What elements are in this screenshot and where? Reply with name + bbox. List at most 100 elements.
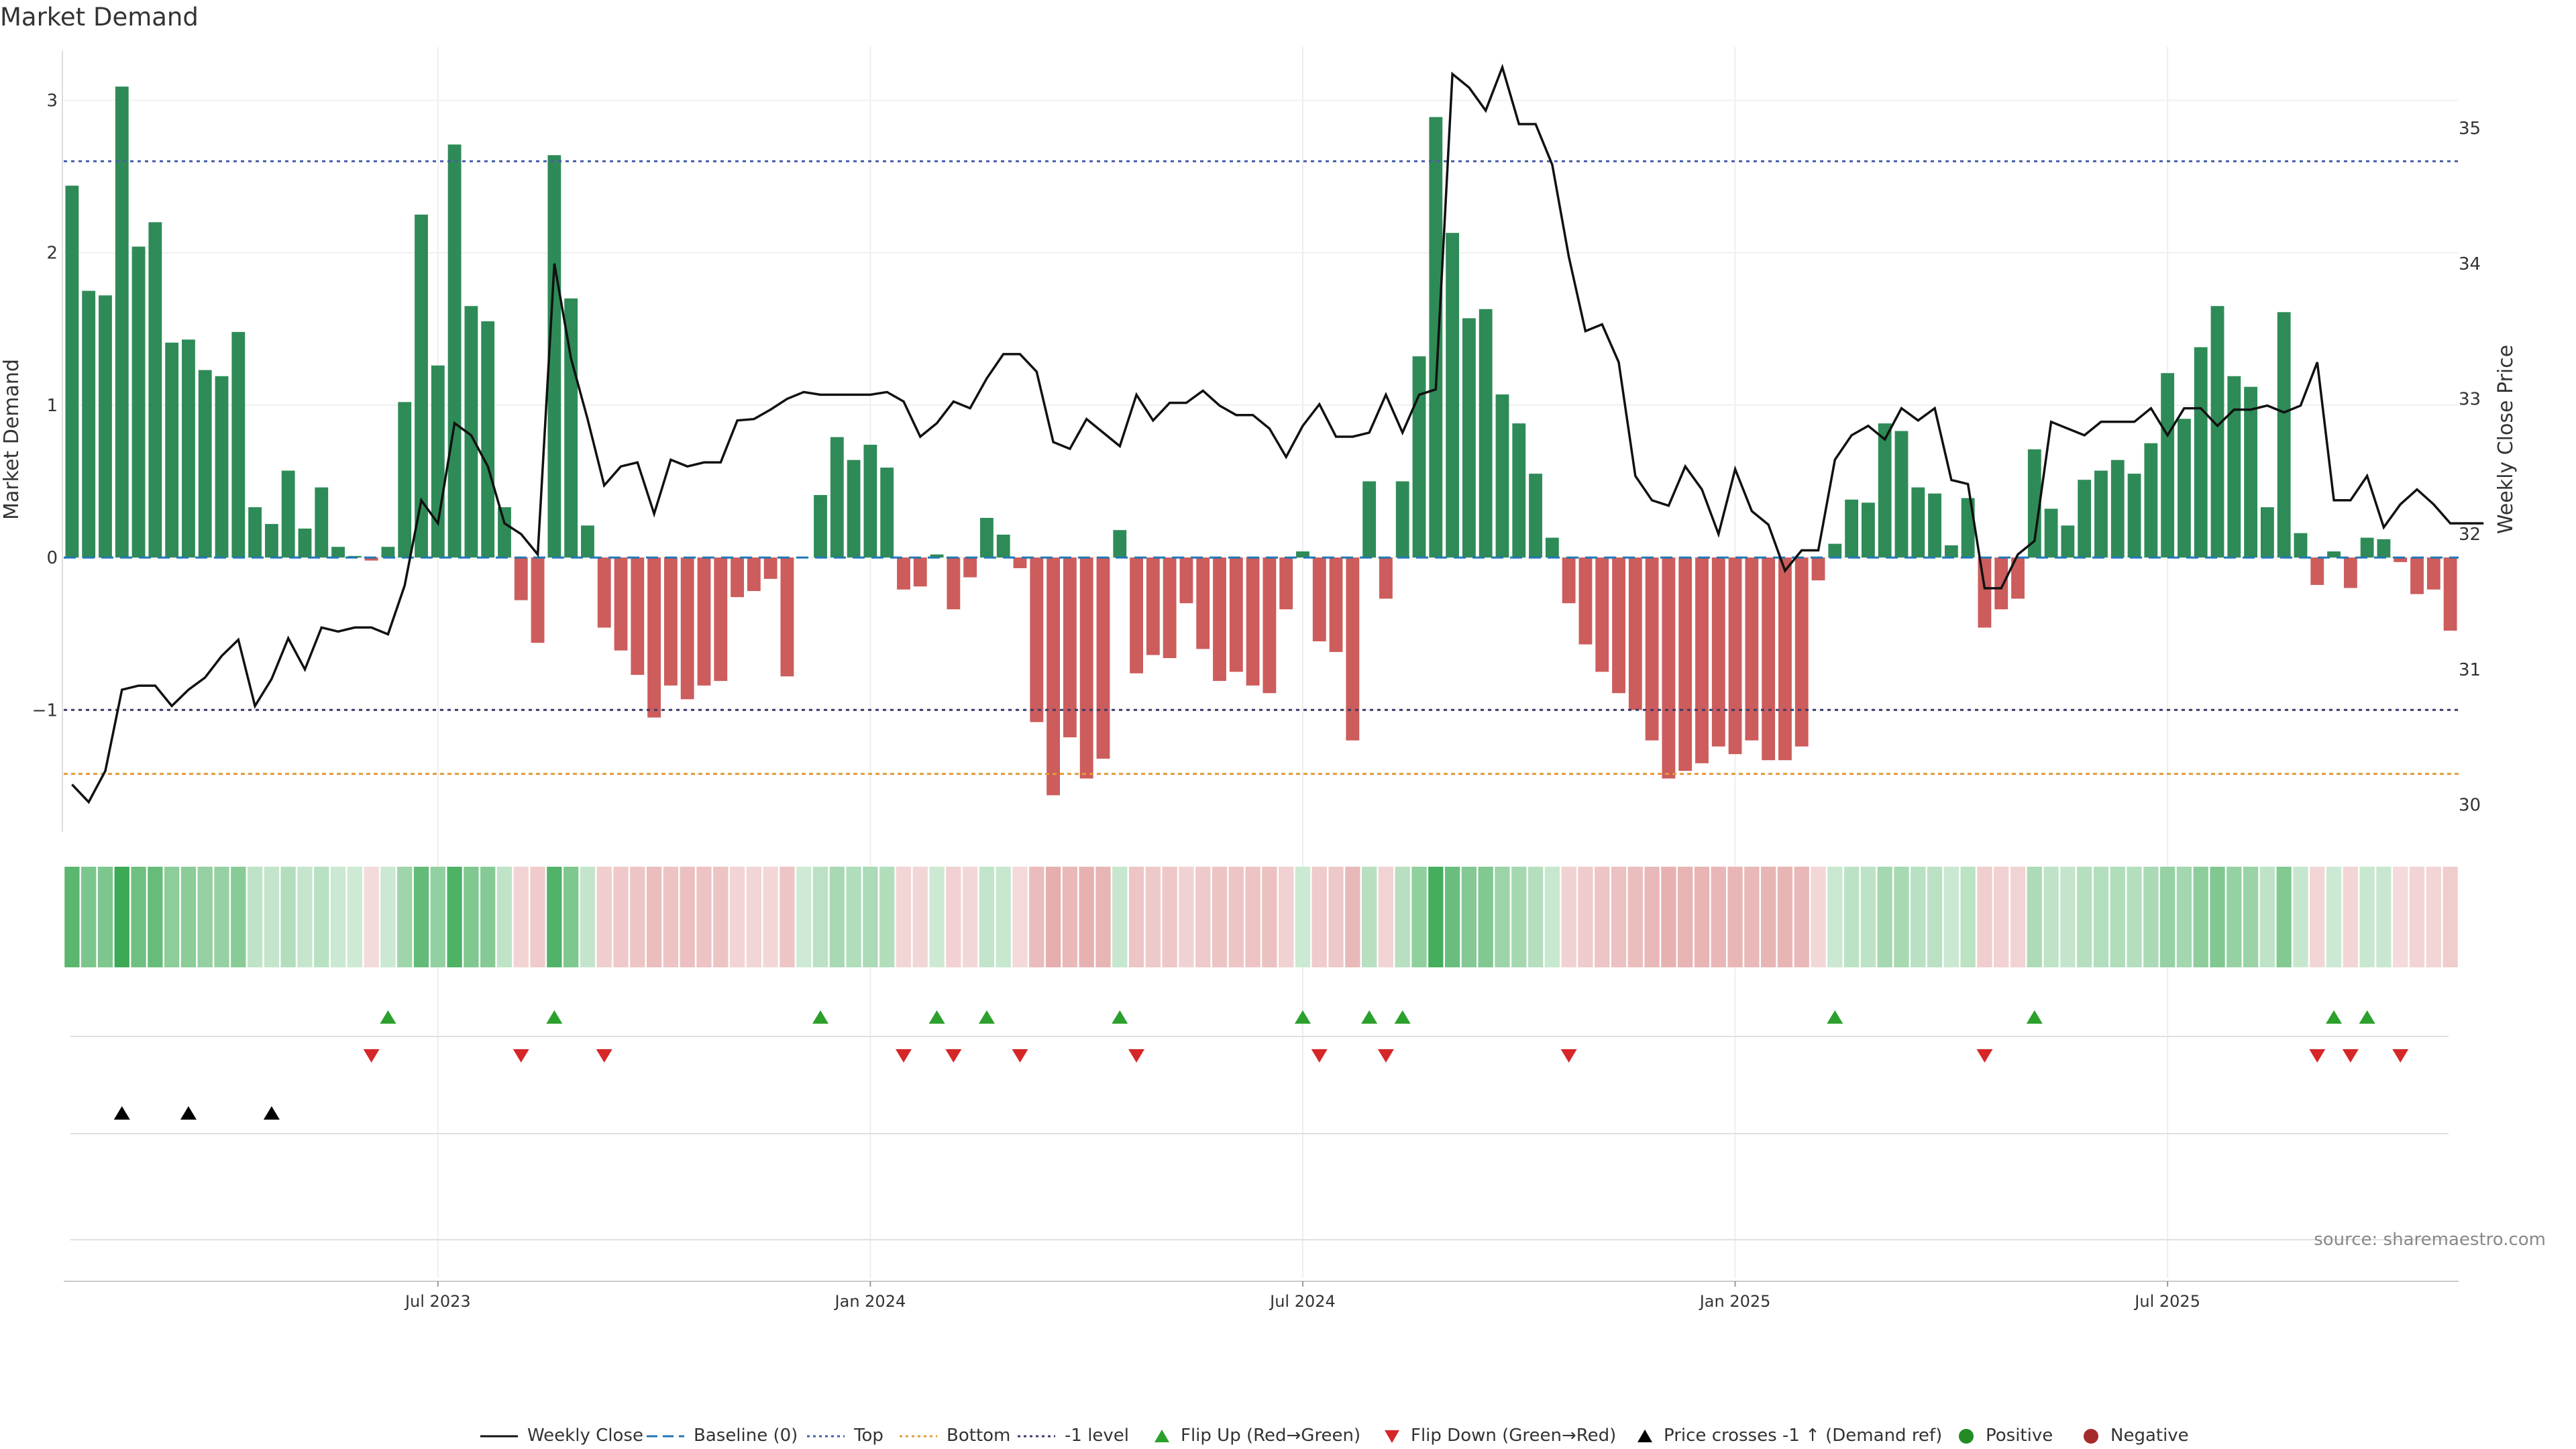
demand-heat-cell bbox=[447, 867, 462, 967]
demand-heat-cell bbox=[2143, 867, 2159, 967]
negative-bar bbox=[2310, 557, 2324, 585]
positive-bar bbox=[880, 468, 894, 558]
y-tick-label: 0 bbox=[46, 548, 58, 568]
demand-heat-cell bbox=[530, 867, 545, 967]
demand-heat-cell bbox=[1212, 867, 1228, 967]
flip-down-marker bbox=[1012, 1049, 1028, 1063]
positive-bar bbox=[1429, 117, 1443, 558]
y-tick-label: 3 bbox=[46, 91, 58, 111]
negative-bar bbox=[1246, 557, 1260, 686]
positive-bar bbox=[2194, 347, 2208, 558]
demand-heat-cell bbox=[1428, 867, 1444, 967]
positive-bar bbox=[2210, 306, 2224, 558]
negative-bar bbox=[1762, 557, 1776, 761]
demand-heat-cell bbox=[2293, 867, 2308, 967]
negative-bar bbox=[1213, 557, 1226, 682]
flip-up-marker bbox=[1294, 1010, 1311, 1024]
demand-heat-cell bbox=[430, 867, 445, 967]
positive-bar bbox=[498, 507, 511, 558]
y2-tick-label: 34 bbox=[2459, 254, 2481, 274]
positive-bar bbox=[980, 518, 994, 558]
positive-bar bbox=[1961, 498, 1975, 558]
demand-heat-cell bbox=[1894, 867, 1909, 967]
positive-bar bbox=[1512, 423, 1526, 558]
negative-bar bbox=[697, 557, 711, 686]
demand-heat-cell bbox=[2127, 867, 2142, 967]
demand-heat-cell bbox=[1262, 867, 1277, 967]
negative-bar bbox=[763, 557, 777, 579]
negative-bar bbox=[1013, 557, 1027, 568]
flip-down-marker bbox=[1976, 1049, 1993, 1063]
y2-tick-label: 31 bbox=[2459, 660, 2481, 680]
demand-heat-cell bbox=[1578, 867, 1593, 967]
negative-bar bbox=[1595, 557, 1609, 672]
positive-bar bbox=[847, 460, 861, 558]
positive-bar bbox=[1412, 356, 1426, 558]
negative-bar bbox=[1079, 557, 1093, 779]
demand-heat-cell bbox=[280, 867, 296, 967]
legend-negative-swatch bbox=[2084, 1429, 2098, 1444]
positive-bar bbox=[131, 246, 146, 558]
positive-bar bbox=[581, 525, 594, 558]
flip-up-marker bbox=[1112, 1010, 1128, 1024]
positive-bar bbox=[2078, 480, 2092, 558]
demand-heat-cell bbox=[1461, 867, 1477, 967]
demand-heat-cell bbox=[962, 867, 978, 967]
negative-bar bbox=[1063, 557, 1077, 738]
negative-bar bbox=[647, 557, 661, 718]
y2-tick-label: 32 bbox=[2459, 525, 2481, 545]
legend-positive-label: Positive bbox=[1986, 1426, 2053, 1446]
demand-heat-cell bbox=[796, 867, 812, 967]
positive-bar bbox=[148, 222, 162, 558]
weekly-close-line bbox=[71, 63, 2484, 804]
demand-heat-cell bbox=[879, 867, 895, 967]
demand-heat-cell bbox=[330, 867, 346, 967]
positive-bar bbox=[2227, 376, 2241, 558]
negative-bar bbox=[1046, 557, 1061, 796]
demand-heat-cell bbox=[1079, 867, 1094, 967]
positive-bar bbox=[1446, 233, 1460, 558]
demand-heat-cell bbox=[1411, 867, 1427, 967]
demand-heat-cell bbox=[180, 867, 197, 967]
demand-heat-cell bbox=[596, 867, 612, 967]
demand-heat-cell bbox=[347, 867, 363, 967]
demand-heat-cell bbox=[1345, 867, 1360, 967]
demand-heat-cell bbox=[896, 867, 912, 967]
negative-bar bbox=[780, 557, 794, 677]
positive-bar bbox=[1296, 551, 1309, 558]
flip-down-marker bbox=[1560, 1049, 1577, 1063]
legend-1-level-label: -1 level bbox=[1065, 1426, 1129, 1446]
price-cross-marker bbox=[113, 1106, 130, 1120]
negative-bar bbox=[1678, 557, 1693, 771]
negative-bar bbox=[514, 557, 528, 600]
y-tick-label: 1 bbox=[46, 396, 58, 416]
negative-bar bbox=[1711, 557, 1725, 747]
negative-bar bbox=[531, 557, 545, 643]
demand-heat-cell bbox=[1694, 867, 1710, 967]
demand-heat-cell bbox=[214, 867, 229, 967]
demand-heat-cell bbox=[1811, 867, 1826, 967]
positive-bar bbox=[2061, 525, 2075, 558]
demand-heat-cell bbox=[148, 867, 163, 967]
flip-up-marker bbox=[546, 1010, 563, 1024]
demand-heat-cell bbox=[97, 867, 113, 967]
positive-bar bbox=[1479, 309, 1493, 558]
flip-down-marker bbox=[1377, 1049, 1394, 1063]
positive-bar bbox=[830, 437, 844, 558]
negative-bar bbox=[1645, 557, 1659, 741]
demand-heat-cell bbox=[314, 867, 329, 967]
demand-heat-cell bbox=[1295, 867, 1311, 967]
legend-price-crosses-1-demand-ref-label: Price crosses -1 ↑ (Demand ref) bbox=[1664, 1426, 1942, 1446]
negative-bar bbox=[663, 557, 678, 686]
x-tick-label: Jan 2025 bbox=[1699, 1292, 1771, 1311]
legend-flip-up-red-green-label: Flip Up (Red→Green) bbox=[1181, 1426, 1360, 1446]
demand-heat-cell bbox=[2343, 867, 2359, 967]
demand-heat-cell bbox=[1478, 867, 1493, 967]
demand-heat-cell bbox=[630, 867, 645, 967]
demand-heat-cell bbox=[1561, 867, 1576, 967]
price-cross-marker bbox=[180, 1106, 197, 1120]
negative-bar bbox=[1994, 557, 2008, 610]
positive-bar bbox=[1529, 474, 1542, 558]
positive-bar bbox=[2127, 474, 2141, 558]
demand-heat-cell bbox=[2077, 867, 2092, 967]
